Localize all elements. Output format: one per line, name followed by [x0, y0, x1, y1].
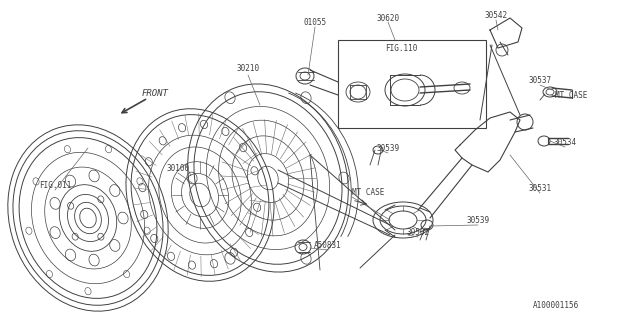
- Text: 30539: 30539: [376, 143, 399, 153]
- Text: 30100: 30100: [166, 164, 189, 172]
- Text: FIG.011: FIG.011: [39, 180, 71, 189]
- Text: 30502: 30502: [406, 228, 429, 236]
- Text: 30542: 30542: [484, 11, 508, 20]
- Text: FIG.110: FIG.110: [385, 44, 417, 52]
- Text: 30539: 30539: [467, 215, 490, 225]
- Text: 30537: 30537: [529, 76, 552, 84]
- Text: 30531: 30531: [529, 183, 552, 193]
- Text: MT CASE: MT CASE: [352, 188, 385, 196]
- Text: 30620: 30620: [376, 13, 399, 22]
- Text: MT CASE: MT CASE: [555, 91, 588, 100]
- Text: A100001156: A100001156: [533, 300, 579, 309]
- Text: A50831: A50831: [314, 241, 342, 250]
- Text: 30210: 30210: [236, 63, 260, 73]
- Text: 30534: 30534: [554, 138, 577, 147]
- Text: FRONT: FRONT: [141, 89, 168, 98]
- Text: 01055: 01055: [303, 18, 326, 27]
